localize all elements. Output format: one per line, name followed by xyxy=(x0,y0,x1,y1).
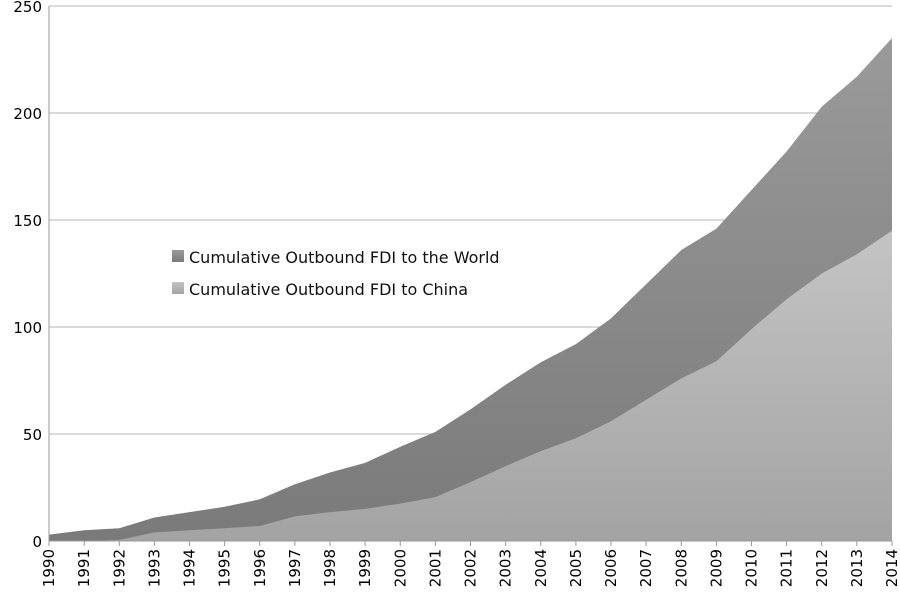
y-tick-label: 150 xyxy=(13,212,42,230)
x-tick-label: 2012 xyxy=(813,549,831,587)
x-tick-label: 1998 xyxy=(321,549,339,587)
x-tick-label: 2005 xyxy=(567,549,585,587)
y-tick-label: 50 xyxy=(23,426,42,444)
x-tick-label: 2000 xyxy=(391,549,409,587)
y-tick-label: 100 xyxy=(13,319,42,337)
x-tick-label: 2014 xyxy=(883,549,900,587)
legend-label-world: Cumulative Outbound FDI to the World xyxy=(189,248,500,267)
area-series-china xyxy=(49,230,892,541)
x-tick-label: 1990 xyxy=(40,549,58,587)
x-tick-label: 1992 xyxy=(110,549,128,587)
x-tick-label: 1996 xyxy=(251,549,269,587)
x-tick-label: 2006 xyxy=(602,549,620,587)
x-tick-label: 2011 xyxy=(778,549,796,587)
y-tick-label: 250 xyxy=(13,0,42,16)
x-tick-label: 2009 xyxy=(707,549,725,587)
x-tick-label: 2008 xyxy=(672,549,690,587)
x-tick-label: 2001 xyxy=(426,549,444,587)
legend: Cumulative Outbound FDI to the World Cum… xyxy=(172,248,500,299)
x-tick-label: 1991 xyxy=(75,549,93,587)
legend-swatch-world xyxy=(172,250,184,262)
x-tick-label: 1994 xyxy=(181,549,199,587)
x-tick-label: 2010 xyxy=(743,549,761,587)
x-tick-label: 2002 xyxy=(462,549,480,587)
legend-label-china: Cumulative Outbound FDI to China xyxy=(189,280,468,299)
x-tick-label: 1995 xyxy=(216,549,234,587)
legend-swatch-china xyxy=(172,282,184,294)
x-tick-label: 2007 xyxy=(637,549,655,587)
y-tick-label: 200 xyxy=(13,105,42,123)
x-tick-label: 1997 xyxy=(286,549,304,587)
x-tick-label: 2003 xyxy=(497,549,515,587)
x-tick-label: 1993 xyxy=(145,549,163,587)
y-tick-label: 0 xyxy=(32,533,42,551)
x-tick-label: 1999 xyxy=(356,549,374,587)
x-tick-label: 2013 xyxy=(848,549,866,587)
x-tick-label: 2004 xyxy=(532,549,550,587)
